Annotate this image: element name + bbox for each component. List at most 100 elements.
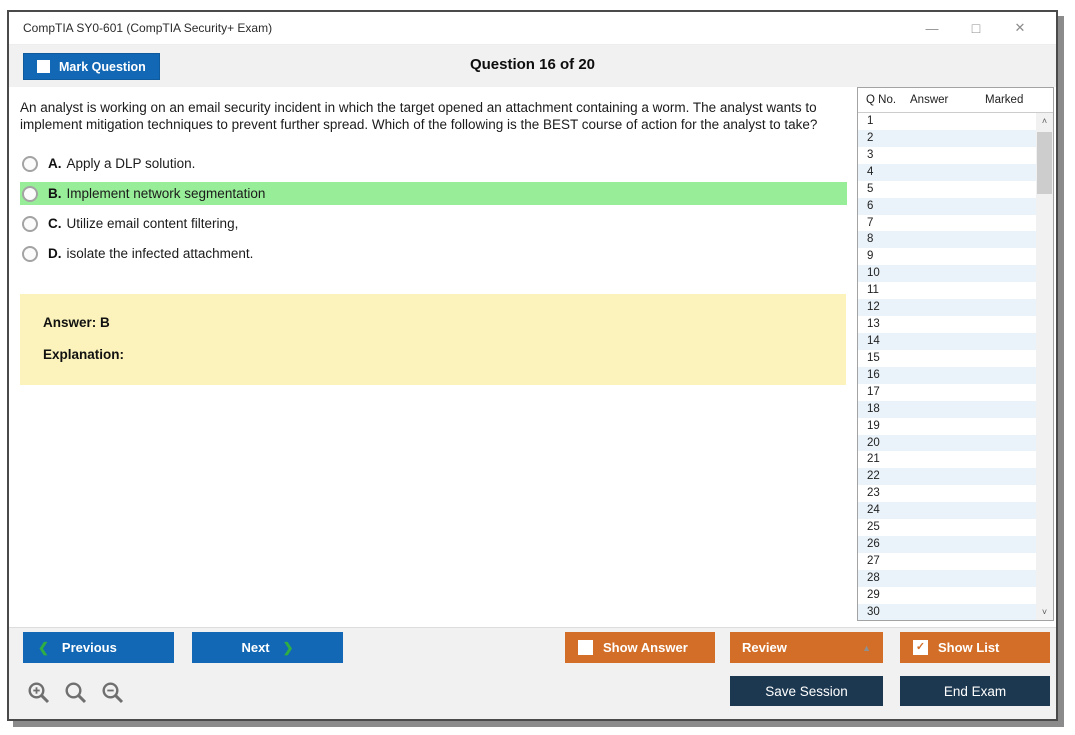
row-q-no: 21 xyxy=(867,453,880,466)
row-marked xyxy=(984,181,1036,198)
question-list-row[interactable]: 6 xyxy=(858,197,1036,215)
row-marked xyxy=(984,587,1036,604)
question-list-row[interactable]: 22 xyxy=(858,468,1036,486)
radio-icon[interactable] xyxy=(22,245,38,262)
question-list-row[interactable]: 21 xyxy=(858,451,1036,468)
mark-question-checkbox[interactable] xyxy=(37,60,50,73)
show-list-checkbox[interactable]: ✓ xyxy=(913,640,928,655)
row-marked xyxy=(984,231,1036,248)
maximize-icon[interactable]: □ xyxy=(971,20,981,36)
question-list-row[interactable]: 5 xyxy=(858,181,1036,198)
row-answer xyxy=(909,181,984,198)
question-list-row[interactable]: 20 xyxy=(858,434,1036,452)
row-q-no: 18 xyxy=(867,402,880,415)
row-q-no: 1 xyxy=(867,115,874,127)
question-list-scrollbar[interactable]: ˄ ˅ xyxy=(1036,113,1053,620)
question-list-row[interactable]: 4 xyxy=(858,163,1036,181)
save-session-button[interactable]: Save Session xyxy=(730,676,883,706)
show-answer-checkbox[interactable] xyxy=(578,640,593,655)
show-list-button[interactable]: ✓ Show List xyxy=(900,632,1050,663)
previous-button[interactable]: ❮ Previous xyxy=(23,632,174,663)
question-list-row[interactable]: 18 xyxy=(858,400,1036,418)
zoom-out-icon[interactable] xyxy=(101,681,125,705)
row-marked xyxy=(984,215,1036,232)
radio-icon[interactable] xyxy=(22,215,38,232)
question-list-row[interactable]: 24 xyxy=(858,502,1036,520)
show-answer-button[interactable]: Show Answer xyxy=(565,632,715,663)
row-marked xyxy=(984,113,1036,130)
row-q-no: 4 xyxy=(867,165,874,178)
question-list-row[interactable]: 16 xyxy=(858,366,1036,384)
row-marked xyxy=(984,164,1036,181)
row-answer xyxy=(909,570,984,587)
option-letter: C. xyxy=(48,216,62,231)
review-button[interactable]: Review ▲ xyxy=(730,632,883,663)
row-marked xyxy=(984,418,1036,435)
question-list-row[interactable]: 11 xyxy=(858,282,1036,299)
row-answer xyxy=(909,299,984,316)
row-answer xyxy=(909,282,984,299)
close-icon[interactable]: ✕ xyxy=(1014,20,1026,35)
scrollbar-thumb[interactable] xyxy=(1037,132,1052,194)
exam-window: CompTIA SY0-601 (CompTIA Security+ Exam)… xyxy=(7,10,1058,721)
option-d[interactable]: D. isolate the infected attachment. xyxy=(20,242,847,265)
option-b[interactable]: B. Implement network segmentation xyxy=(20,182,847,205)
row-answer xyxy=(909,350,984,367)
question-list-row[interactable]: 13 xyxy=(858,316,1036,333)
question-list-row[interactable]: 1 xyxy=(858,113,1036,130)
question-list-row[interactable]: 28 xyxy=(858,569,1036,587)
question-list-row[interactable]: 15 xyxy=(858,350,1036,367)
row-marked xyxy=(984,401,1036,418)
scroll-down-icon[interactable]: ˅ xyxy=(1041,607,1048,617)
zoom-in-icon[interactable] xyxy=(27,681,51,705)
end-exam-label: End Exam xyxy=(943,683,1007,699)
question-list-row[interactable]: 27 xyxy=(858,553,1036,570)
question-list-body: 1 2 3 4 5 6 7 8 9 10 11 xyxy=(858,113,1053,620)
question-list-row[interactable]: 10 xyxy=(858,265,1036,283)
row-q-no: 5 xyxy=(867,182,874,195)
row-answer xyxy=(909,587,984,604)
options-list: A. Apply a DLP solution. B. Implement ne… xyxy=(20,152,858,265)
question-list-row[interactable]: 26 xyxy=(858,536,1036,553)
row-marked xyxy=(984,350,1036,367)
question-list-panel: Q No. Answer Marked 1 2 3 4 5 6 7 xyxy=(857,87,1054,621)
question-list-row[interactable]: 19 xyxy=(858,418,1036,435)
row-marked xyxy=(984,570,1036,587)
question-list-row[interactable]: 9 xyxy=(858,248,1036,265)
next-button[interactable]: Next ❯ xyxy=(192,632,343,663)
question-list-row[interactable]: 3 xyxy=(858,147,1036,164)
question-list-row[interactable]: 7 xyxy=(858,215,1036,232)
row-marked xyxy=(984,468,1036,485)
question-list-row[interactable]: 29 xyxy=(858,587,1036,604)
row-q-no: 2 xyxy=(867,131,874,144)
option-a[interactable]: A. Apply a DLP solution. xyxy=(20,152,847,175)
row-marked xyxy=(984,451,1036,468)
question-list-row[interactable]: 12 xyxy=(858,299,1036,317)
radio-icon[interactable] xyxy=(22,185,38,202)
question-list-row[interactable]: 17 xyxy=(858,384,1036,401)
mark-question-button[interactable]: Mark Question xyxy=(23,53,160,80)
question-list-row[interactable]: 8 xyxy=(858,231,1036,249)
row-answer xyxy=(909,468,984,485)
row-answer xyxy=(909,113,984,130)
radio-icon[interactable] xyxy=(22,155,38,172)
question-list-row[interactable]: 25 xyxy=(858,519,1036,536)
minimize-icon[interactable]: — xyxy=(925,20,939,36)
save-session-label: Save Session xyxy=(765,683,848,699)
scroll-up-icon[interactable]: ˄ xyxy=(1041,116,1048,126)
end-exam-button[interactable]: End Exam xyxy=(900,676,1050,706)
option-text: Implement network segmentation xyxy=(66,186,266,201)
question-list-row[interactable]: 30 xyxy=(858,603,1036,620)
row-marked xyxy=(984,147,1036,164)
row-answer xyxy=(909,333,984,350)
row-marked xyxy=(984,435,1036,452)
option-c[interactable]: C. Utilize email content filtering, xyxy=(20,212,847,235)
question-list-row[interactable]: 23 xyxy=(858,485,1036,502)
zoom-reset-icon[interactable] xyxy=(64,681,88,705)
row-q-no: 15 xyxy=(867,351,880,364)
question-counter: Question 16 of 20 xyxy=(469,56,596,73)
question-list-row[interactable]: 14 xyxy=(858,332,1036,350)
row-q-no: 11 xyxy=(867,284,879,297)
column-marked: Marked xyxy=(985,94,1024,106)
question-list-row[interactable]: 2 xyxy=(858,129,1036,147)
